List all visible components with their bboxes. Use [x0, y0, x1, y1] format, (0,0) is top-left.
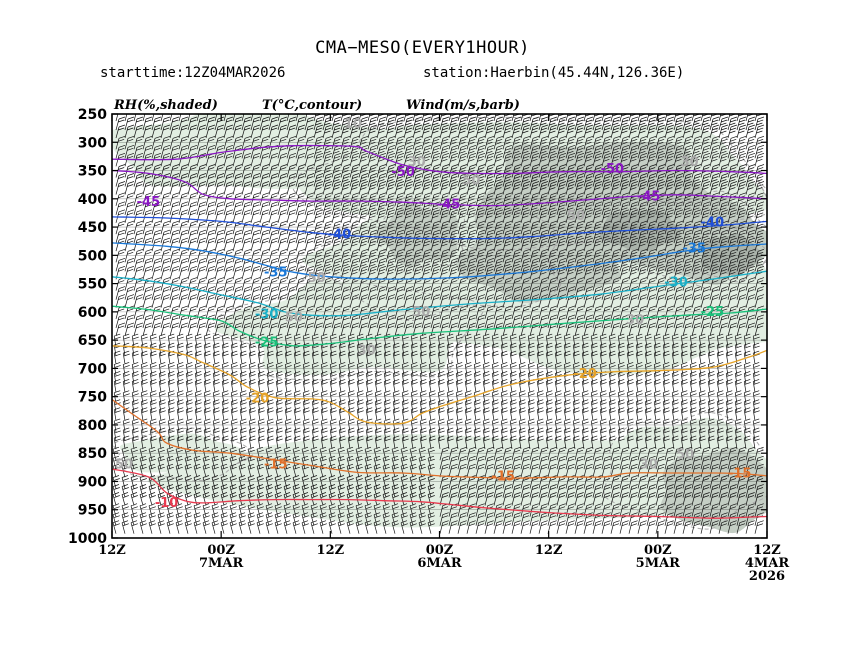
temperature-label: -30	[664, 276, 688, 291]
temperature-label: -30	[255, 307, 279, 322]
rh-label: 50	[285, 311, 303, 326]
rh-label: 50	[462, 174, 480, 189]
temperature-label: -45	[137, 195, 161, 210]
temperature-label: -25	[701, 305, 725, 320]
x-tick-label: 7MAR	[199, 556, 244, 571]
rh-label: 30	[640, 458, 658, 473]
y-tick-label: 300	[78, 135, 107, 151]
y-tick-label: 500	[78, 248, 107, 264]
y-tick-label: 700	[78, 361, 107, 377]
x-tick-label: 2026	[749, 569, 785, 584]
rh-label: 50	[567, 209, 585, 224]
temperature-label: -20	[246, 391, 270, 406]
y-tick-label: 950	[78, 503, 107, 519]
y-tick-label: 750	[78, 390, 107, 406]
x-tick-label: 12Z	[535, 543, 563, 558]
y-tick-label: 250	[78, 107, 107, 123]
temperature-label: -40	[701, 216, 725, 231]
y-tick-label: 650	[78, 333, 107, 349]
temperature-label: -15	[728, 467, 752, 482]
temperature-label: -20	[573, 367, 597, 382]
rh-label: 30	[626, 313, 644, 328]
temperature-label: -35	[682, 242, 706, 257]
rh-label: 30	[358, 343, 376, 358]
legend-header: RH(%,shaded) T(°C,contour) Wind(m/s,barb…	[113, 98, 520, 113]
rh-label: 50	[115, 458, 133, 473]
legend-temperature: T(°C,contour)	[262, 98, 362, 113]
y-tick-label: 450	[78, 220, 107, 236]
rh-label: 50	[308, 271, 326, 286]
temperature-label: -45	[437, 198, 461, 213]
rh-label: 30	[681, 155, 699, 170]
y-tick-label: 350	[78, 164, 107, 180]
y-tick-label: 550	[78, 277, 107, 293]
temperature-label: -15	[491, 470, 515, 485]
y-tick-label: 600	[78, 305, 107, 321]
x-tick-label: 12Z	[98, 543, 126, 558]
legend-wind: Wind(m/s,barb)	[406, 98, 520, 113]
cross-section-chart: -50 -50-45 -45-45-40-40-35-35-30-30-25-25-…	[0, 0, 845, 653]
rh-label: 50	[676, 447, 694, 462]
x-tick-label: 6MAR	[417, 556, 462, 571]
temperature-label: -40	[328, 228, 352, 243]
y-tick-label: 800	[78, 418, 107, 434]
rh-label: 10	[344, 117, 362, 132]
temperature-label: -50	[601, 162, 625, 177]
y-tick-label: 900	[78, 474, 107, 490]
temperature-label: -15	[264, 458, 288, 473]
y-tick-label: 850	[78, 446, 107, 462]
x-tick-label: 5MAR	[636, 556, 681, 571]
legend-rh: RH(%,shaded)	[113, 98, 218, 113]
rh-label: 50	[412, 305, 430, 320]
temperature-label: -35	[264, 265, 288, 280]
temperature-label: -25	[255, 336, 279, 351]
temperature-label: -10	[155, 496, 179, 511]
y-tick-label: 400	[78, 192, 107, 208]
temperature-label: -45	[637, 190, 661, 205]
rh-label: 30	[408, 155, 426, 170]
x-tick-label: 12Z	[317, 543, 345, 558]
